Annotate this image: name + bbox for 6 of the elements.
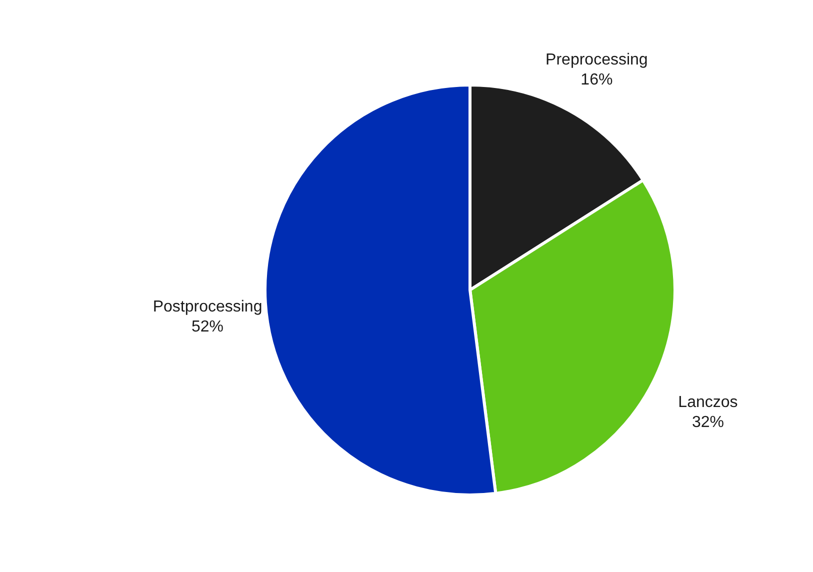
data-label: 32% (692, 414, 724, 431)
slice-label: Postprocessing (152, 298, 262, 316)
slice-label: Lanczos (678, 394, 738, 411)
slice-label: Preprocessing (546, 52, 648, 69)
data-label: 52% (192, 318, 224, 336)
data-label: 16% (580, 72, 613, 89)
